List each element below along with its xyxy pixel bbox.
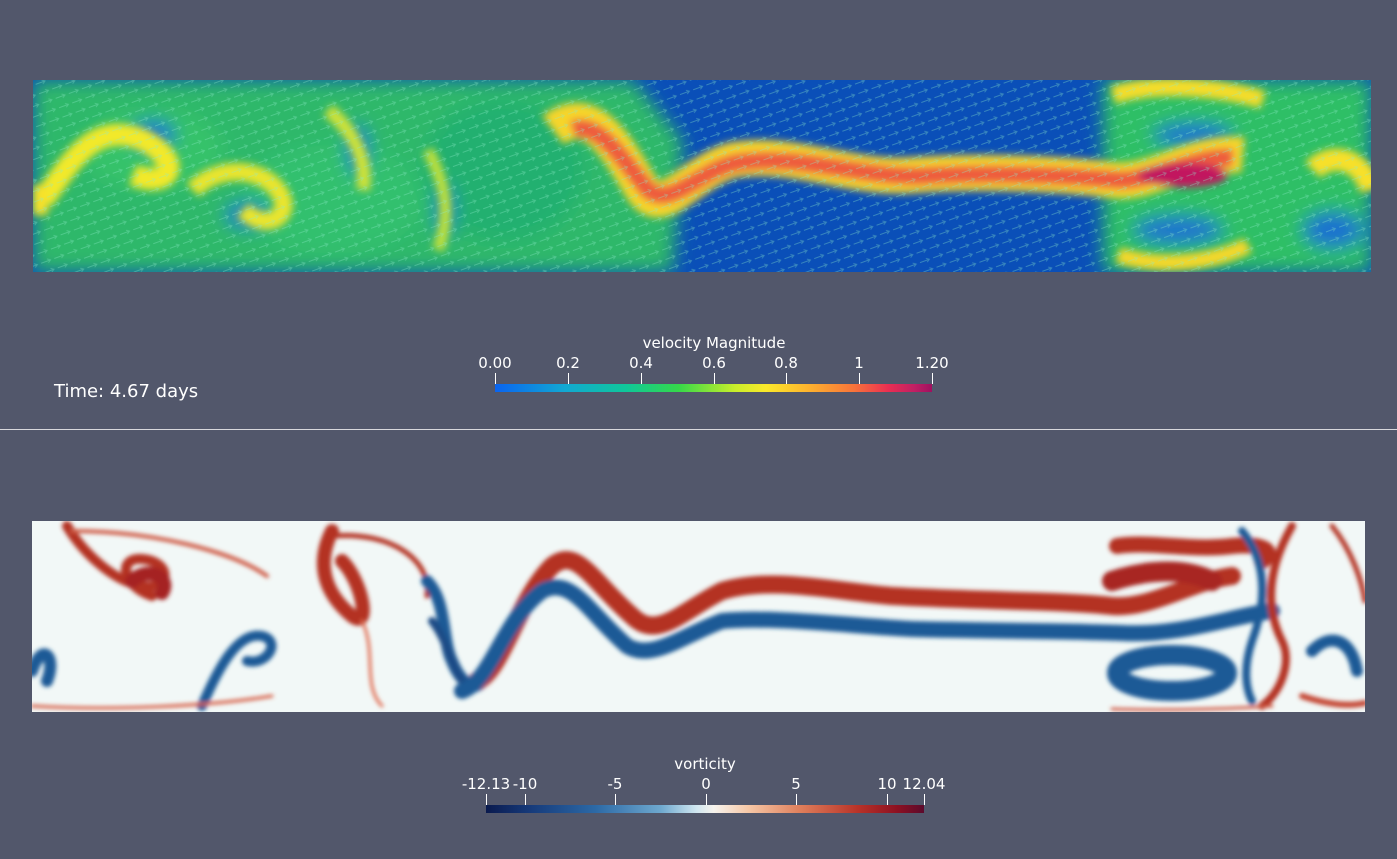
velocity-colorbar-tick-label: 0.4 bbox=[629, 354, 653, 372]
vorticity-colorbar-tick bbox=[887, 794, 888, 805]
velocity-magnitude-field[interactable] bbox=[33, 80, 1371, 272]
velocity-colorbar-tick-label: 1 bbox=[854, 354, 864, 372]
velocity-colorbar-tick bbox=[568, 373, 569, 384]
vorticity-field[interactable] bbox=[32, 521, 1365, 712]
vorticity-colorbar-gradient bbox=[486, 805, 924, 813]
vorticity-colorbar-tick bbox=[615, 794, 616, 805]
velocity-render-view[interactable]: velocity Magnitude 0.00 0.2 0.4 0.6 0.8 1 1.20… bbox=[0, 0, 1397, 429]
vorticity-colorbar-tick-label: 12.04 bbox=[902, 775, 946, 793]
velocity-colorbar-tick-label: 1.20 bbox=[915, 354, 949, 372]
velocity-colorbar-tick bbox=[859, 373, 860, 384]
velocity-field-image bbox=[33, 80, 1371, 272]
vorticity-colorbar-tick bbox=[706, 794, 707, 805]
vorticity-colorbar-title: vorticity bbox=[674, 755, 736, 773]
vorticity-colorbar-tick-label: 10 bbox=[877, 775, 897, 793]
vorticity-colorbar-tick-label: -12.13 bbox=[461, 775, 511, 793]
velocity-colorbar-tick-label: 0.00 bbox=[478, 354, 512, 372]
vorticity-colorbar-tick-label: -5 bbox=[607, 775, 623, 793]
velocity-colorbar-tick bbox=[932, 373, 933, 384]
vorticity-field-image bbox=[32, 521, 1365, 712]
vorticity-colorbar-tick bbox=[486, 794, 487, 805]
vorticity-render-view[interactable]: vorticity -12.13 -10 -5 0 5 10 12.04 bbox=[0, 430, 1397, 859]
velocity-colorbar-tick bbox=[714, 373, 715, 384]
velocity-colorbar-tick bbox=[641, 373, 642, 384]
view-splitter[interactable] bbox=[0, 429, 1397, 430]
vorticity-colorbar-tick bbox=[924, 794, 925, 805]
vorticity-colorbar-tick-label: 5 bbox=[791, 775, 801, 793]
vorticity-colorbar-tick bbox=[525, 794, 526, 805]
velocity-colorbar-title: velocity Magnitude bbox=[642, 334, 786, 352]
time-annotation: Time: 4.67 days bbox=[54, 381, 199, 402]
velocity-colorbar-tick bbox=[786, 373, 787, 384]
velocity-colorbar-tick-label: 0.8 bbox=[774, 354, 798, 372]
velocity-colorbar-gradient bbox=[495, 384, 932, 392]
vorticity-colorbar-tick bbox=[796, 794, 797, 805]
velocity-colorbar-tick-label: 0.2 bbox=[556, 354, 580, 372]
velocity-colorbar-tick bbox=[495, 373, 496, 384]
vorticity-colorbar-tick-label: -10 bbox=[512, 775, 538, 793]
velocity-colorbar-tick-label: 0.6 bbox=[702, 354, 726, 372]
vorticity-colorbar-tick-label: 0 bbox=[701, 775, 711, 793]
